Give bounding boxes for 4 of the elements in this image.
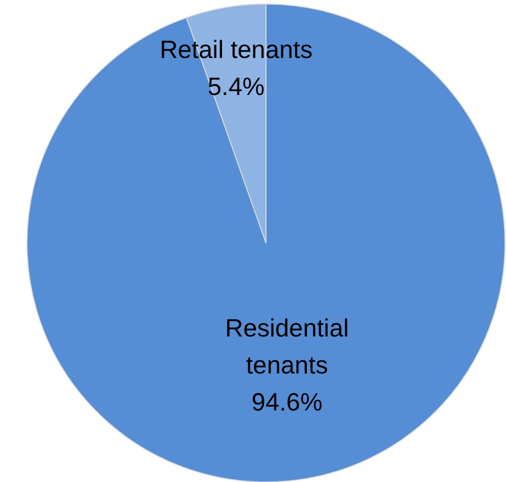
slice-label: Residential tenants (225, 314, 349, 380)
data-label: 5.4% (208, 73, 265, 102)
data-label: 94.6% (252, 388, 322, 416)
pie-slice (26, 4, 506, 482)
